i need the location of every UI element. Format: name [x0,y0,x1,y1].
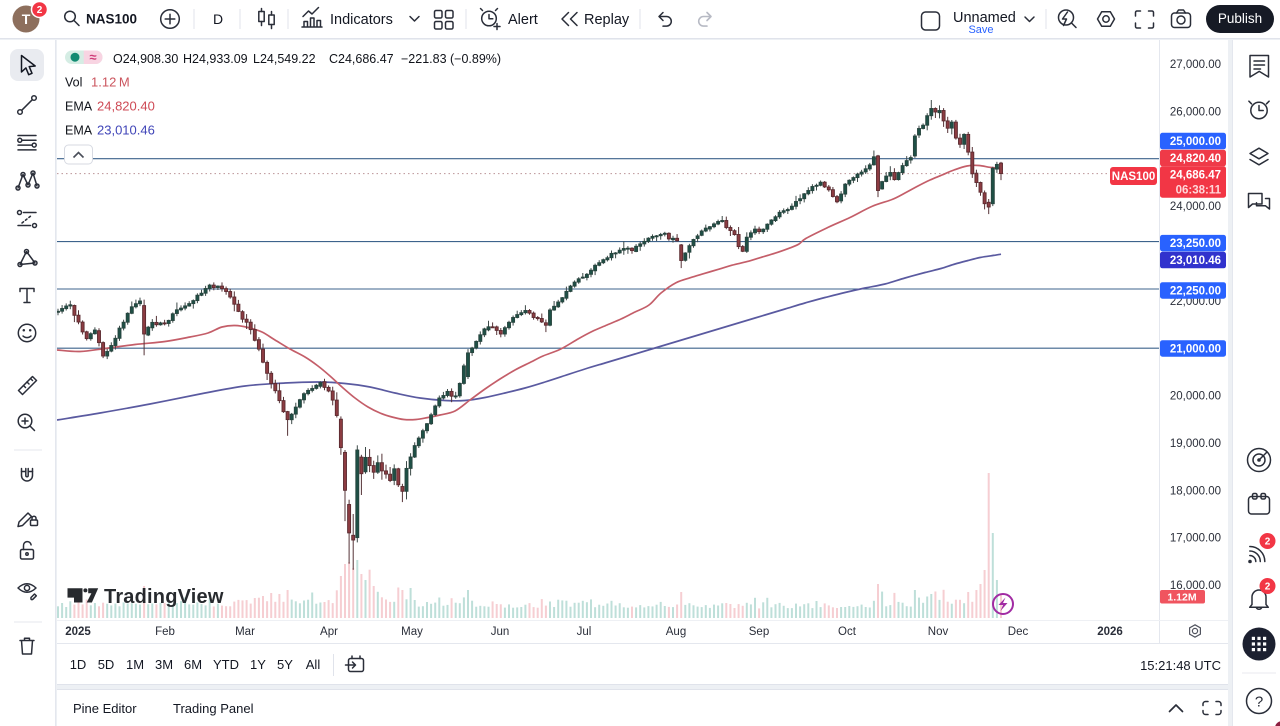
svg-text:2025: 2025 [65,626,91,638]
svg-text:2: 2 [37,5,43,16]
svg-text:Sep: Sep [749,626,769,638]
svg-text:Aug: Aug [666,626,686,638]
svg-text:Feb: Feb [155,626,175,638]
svg-text:Mar: Mar [235,626,255,638]
svg-text:24,000.00: 24,000.00 [1170,201,1221,213]
svg-text:23,250.00: 23,250.00 [1170,238,1221,250]
svg-text:Nov: Nov [928,626,949,638]
svg-text:22,250.00: 22,250.00 [1170,286,1221,298]
svg-text:−221.83 (−0.89%): −221.83 (−0.89%) [401,52,501,66]
svg-text:24,686.47: 24,686.47 [1170,170,1221,182]
svg-text:25,000.00: 25,000.00 [1170,136,1221,148]
svg-text:16,000.00: 16,000.00 [1170,580,1221,592]
svg-text:18,000.00: 18,000.00 [1170,485,1221,497]
svg-text:O24,908.30: O24,908.30 [113,52,178,66]
svg-text:1.12 M: 1.12 M [91,75,130,90]
svg-text:24,820.40: 24,820.40 [1170,153,1221,165]
svg-text:D: D [213,11,223,27]
svg-text:06:38:11: 06:38:11 [1176,185,1222,197]
svg-text:Save: Save [968,24,993,36]
svg-text:27,000.00: 27,000.00 [1170,59,1221,71]
svg-text:Apr: Apr [320,626,338,638]
svg-text:23,010.46: 23,010.46 [97,123,155,138]
svg-text:?: ? [1255,694,1263,711]
svg-text:15:21:48 UTC: 15:21:48 UTC [1140,658,1221,673]
svg-text:≈: ≈ [89,50,96,65]
svg-text:Jun: Jun [491,626,510,638]
svg-text:20,000.00: 20,000.00 [1170,391,1221,403]
svg-text:Unnamed: Unnamed [953,10,1016,26]
svg-text:23,010.46: 23,010.46 [1170,255,1221,267]
svg-text:24,820.40: 24,820.40 [97,99,155,114]
svg-text:2026: 2026 [1097,626,1123,638]
svg-text:C24,686.47: C24,686.47 [329,52,394,66]
svg-text:Indicators: Indicators [330,12,393,28]
svg-text:26,000.00: 26,000.00 [1170,106,1221,118]
svg-text:Jul: Jul [577,626,592,638]
svg-text:Replay: Replay [584,12,630,28]
svg-text:2: 2 [1265,537,1271,548]
svg-text:Alert: Alert [508,12,538,28]
svg-text:May: May [401,626,423,638]
svg-text:Oct: Oct [838,626,857,638]
svg-text:21,000.00: 21,000.00 [1170,344,1221,356]
svg-text:17,000.00: 17,000.00 [1170,533,1221,545]
svg-text:EMA: EMA [65,124,93,138]
svg-text:L24,549.22: L24,549.22 [253,52,316,66]
svg-text:NAS100: NAS100 [1112,171,1155,183]
svg-text:NAS100: NAS100 [86,12,137,27]
svg-text:22,000.00: 22,000.00 [1170,296,1221,308]
svg-text:1.12M: 1.12M [1167,592,1196,604]
svg-text:TradingView: TradingView [104,586,224,608]
svg-text:Vol: Vol [65,76,82,90]
svg-text:T: T [22,11,31,27]
svg-text:EMA: EMA [65,100,93,114]
svg-text:Dec: Dec [1008,626,1029,638]
svg-text:19,000.00: 19,000.00 [1170,438,1221,450]
svg-text:H24,933.09: H24,933.09 [183,52,248,66]
svg-text:2: 2 [1265,582,1271,593]
